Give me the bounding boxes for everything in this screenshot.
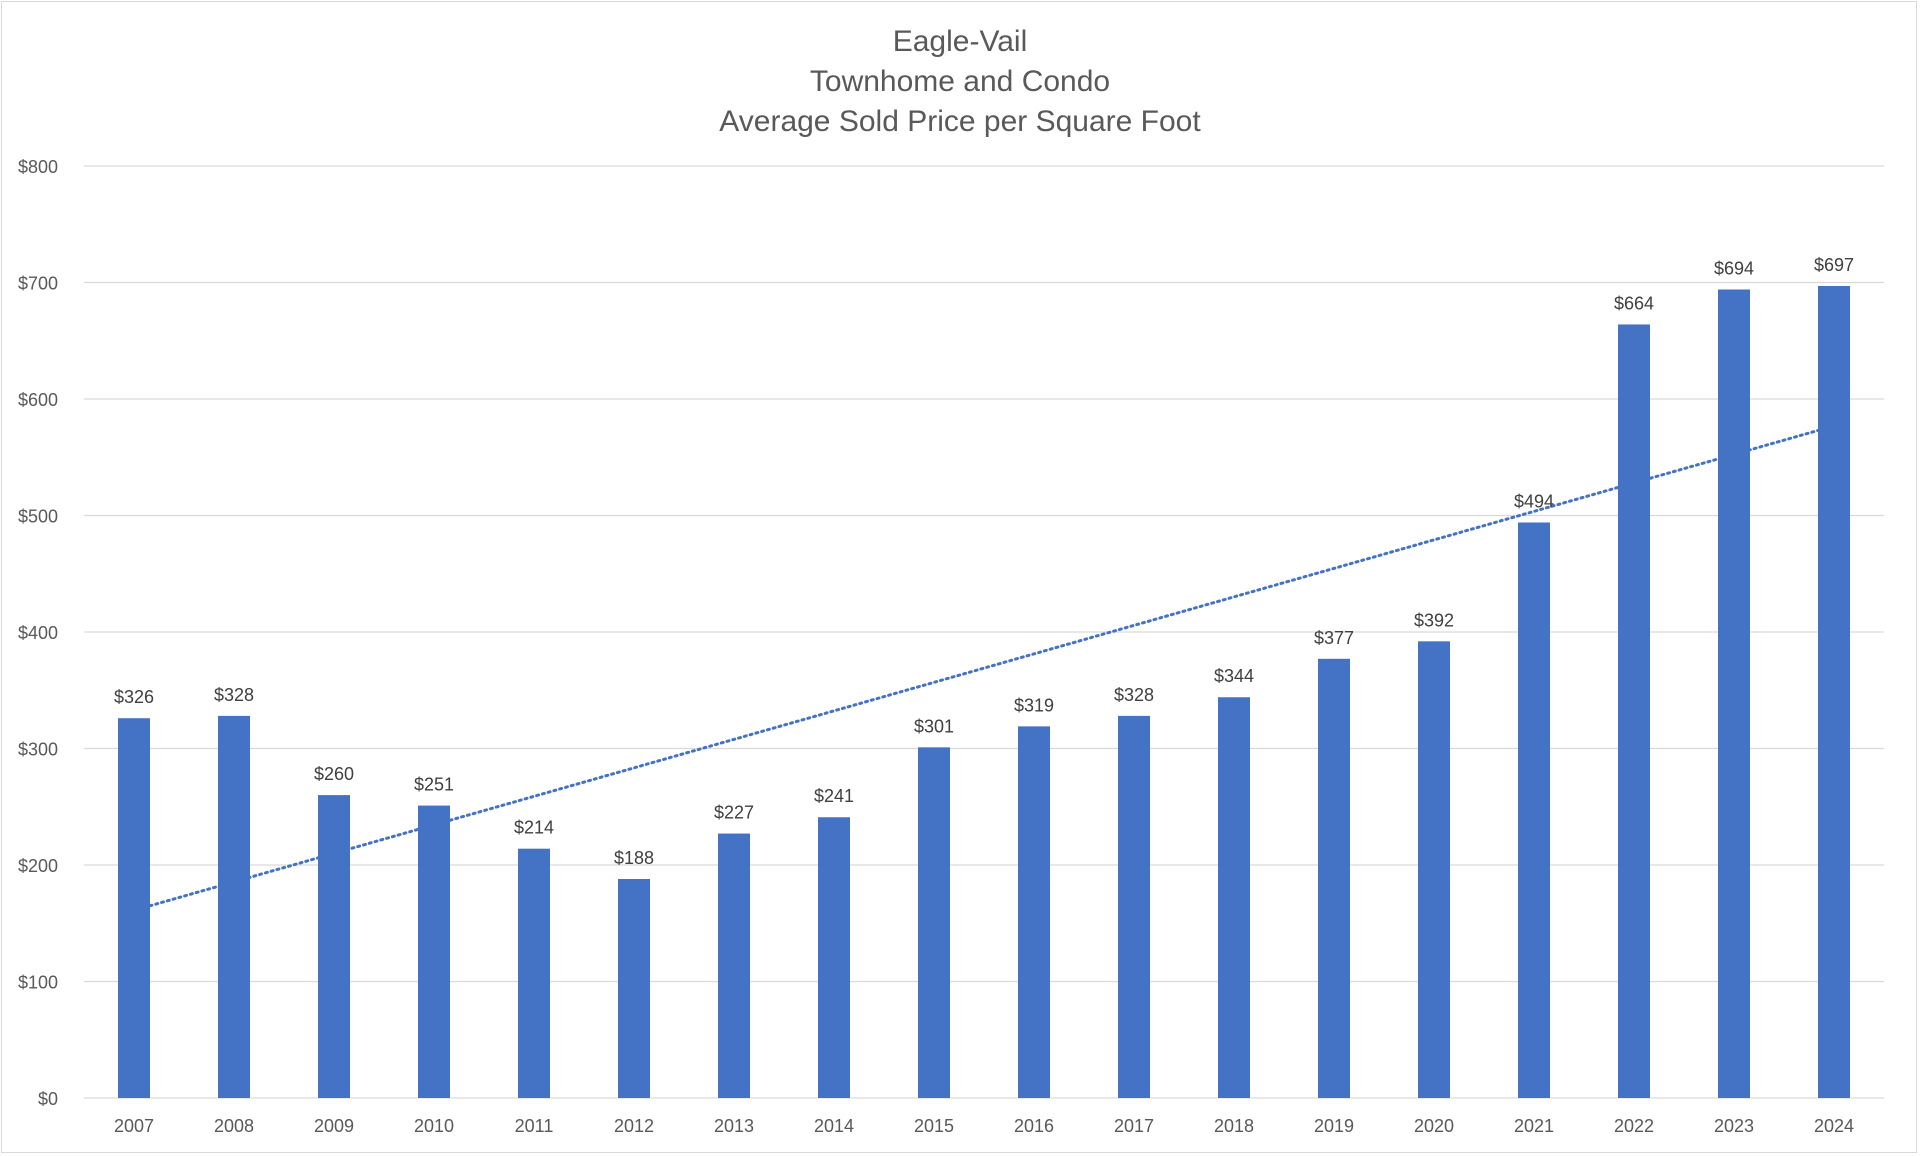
data-label: $326 [114, 687, 154, 707]
bar [718, 833, 750, 1098]
data-label: $494 [1514, 491, 1554, 511]
data-label: $377 [1314, 628, 1354, 648]
trendline [148, 428, 1820, 908]
data-label: $328 [1114, 685, 1154, 705]
data-label: $697 [1814, 255, 1854, 275]
data-label: $214 [514, 818, 554, 838]
x-tick-label: 2011 [515, 1116, 554, 1136]
bar [518, 848, 550, 1098]
y-tick-label: $200 [18, 856, 58, 876]
x-tick-label: 2012 [614, 1116, 654, 1136]
x-tick-label: 2018 [1214, 1116, 1254, 1136]
x-tick-label: 2023 [1714, 1116, 1754, 1136]
x-tick-label: 2008 [214, 1116, 254, 1136]
bar [818, 817, 850, 1098]
x-tick-label: 2009 [314, 1116, 354, 1136]
x-tick-label: 2024 [1814, 1116, 1854, 1136]
y-tick-label: $800 [18, 157, 58, 177]
bar [1618, 324, 1650, 1098]
data-label: $664 [1614, 293, 1654, 313]
bar [1818, 285, 1850, 1098]
chart-title: Eagle-Vail Townhome and Condo Average So… [0, 22, 1920, 142]
x-tick-label: 2019 [1314, 1116, 1354, 1136]
bar [318, 795, 350, 1098]
bar [118, 718, 150, 1098]
bar [618, 878, 650, 1098]
bar [1018, 726, 1050, 1098]
bar [1118, 715, 1150, 1098]
y-tick-label: $0 [38, 1089, 58, 1109]
data-label: $694 [1714, 258, 1754, 278]
bar [418, 805, 450, 1098]
x-tick-label: 2017 [1114, 1116, 1154, 1136]
x-tick-label: 2013 [714, 1116, 754, 1136]
bar [1518, 522, 1550, 1098]
data-label: $319 [1014, 695, 1054, 715]
x-tick-label: 2007 [114, 1116, 154, 1136]
x-tick-label: 2020 [1414, 1116, 1454, 1136]
x-tick-label: 2010 [414, 1116, 454, 1136]
data-label: $301 [914, 716, 954, 736]
chart-title-line-1: Eagle-Vail [892, 25, 1028, 58]
data-label: $344 [1214, 666, 1254, 686]
y-tick-label: $300 [18, 740, 58, 760]
y-tick-label: $700 [18, 274, 58, 294]
chart-title-line-3: Average Sold Price per Square Foot [719, 105, 1201, 138]
y-tick-label: $600 [18, 390, 58, 410]
data-label: $241 [814, 786, 854, 806]
x-tick-label: 2021 [1514, 1116, 1554, 1136]
x-tick-label: 2022 [1614, 1116, 1654, 1136]
bar [918, 747, 950, 1098]
bar [1418, 641, 1450, 1098]
chart-title-line-2: Townhome and Condo [809, 65, 1111, 98]
data-label: $188 [614, 848, 654, 868]
y-tick-label: $400 [18, 623, 58, 643]
y-tick-label: $100 [18, 973, 58, 993]
bar [218, 715, 250, 1098]
bar [1718, 289, 1750, 1098]
data-label: $328 [214, 685, 254, 705]
data-label: $260 [314, 764, 354, 784]
y-tick-label: $500 [18, 507, 58, 527]
data-label: $251 [414, 775, 454, 795]
bar [1218, 697, 1250, 1098]
bar [1318, 658, 1350, 1098]
x-tick-label: 2016 [1014, 1116, 1054, 1136]
x-tick-label: 2014 [814, 1116, 854, 1136]
x-tick-label: 2015 [914, 1116, 954, 1136]
data-label: $392 [1414, 610, 1454, 630]
data-label: $227 [714, 803, 754, 823]
